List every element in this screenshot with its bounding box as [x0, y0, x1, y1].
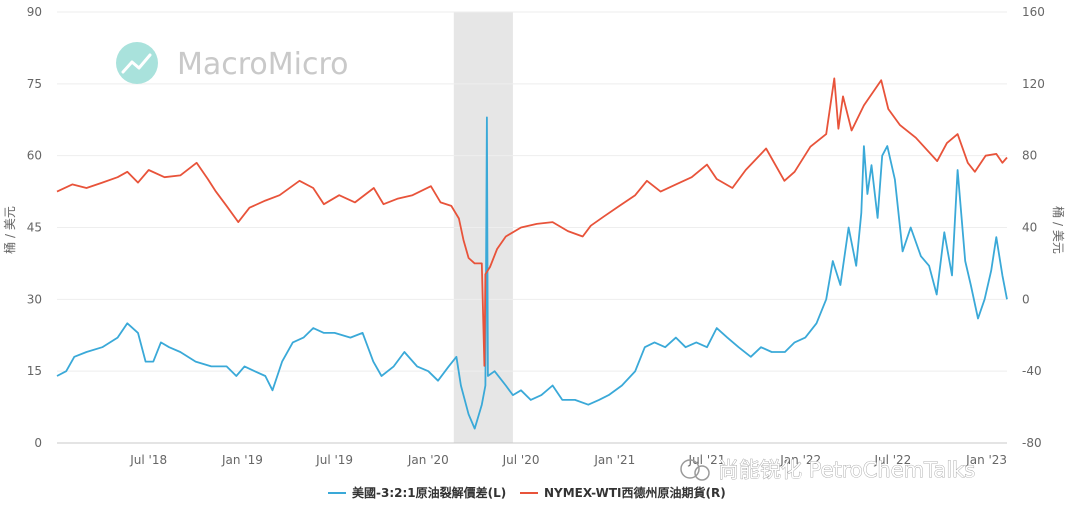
left-tick-label: 60 [27, 149, 42, 163]
left-tick-label: 0 [34, 436, 42, 450]
right-tick-label: 0 [1022, 292, 1030, 306]
x-tick-label: Jul '19 [315, 453, 353, 467]
watermark-brand: MacroMicro [177, 47, 349, 82]
right-axis-title: 桶 / 美元 [1051, 206, 1066, 254]
legend-label[interactable]: NYMEX-WTI西德州原油期貨(R) [544, 485, 726, 500]
right-tick-label: 120 [1022, 77, 1045, 91]
watermark: MacroMicro [116, 42, 349, 84]
x-tick-label: Jul '20 [502, 453, 540, 467]
left-tick-label: 30 [27, 292, 42, 306]
x-tick-label: Jan '19 [221, 453, 263, 467]
x-tick-label: Jul '18 [129, 453, 167, 467]
credit-text: 尚能锐化 PetroChemTalks [718, 458, 975, 482]
right-tick-label: 40 [1022, 221, 1037, 235]
legend: 美國-3:2:1原油裂解價差(L) NYMEX-WTI西德州原油期貨(R) [328, 485, 726, 500]
watermark-trend-icon [121, 53, 152, 74]
x-tick-label: Jan '20 [407, 453, 449, 467]
grid-layer [57, 11, 1007, 444]
legend-label[interactable]: 美國-3:2:1原油裂解價差(L) [352, 485, 506, 500]
x-tick-label: Jul '22 [873, 453, 911, 467]
right-tick-label: 160 [1022, 5, 1045, 19]
x-tick-label: Jan '23 [965, 453, 1007, 467]
x-tick-label: Jan '22 [779, 453, 821, 467]
left-tick-label: 45 [27, 221, 42, 235]
right-tick-label: -40 [1022, 364, 1042, 378]
left-tick-label: 15 [27, 364, 42, 378]
x-tick-label: Jan '21 [593, 453, 635, 467]
series-line-1 [56, 77, 1008, 367]
tick-labels: 0 15 30 45 60 75 90 -80 -40 0 40 80 120 160 Jul '18 Jan… [27, 5, 1045, 467]
watermark-logo-icon [116, 42, 158, 84]
series-line-0 [56, 116, 1008, 430]
left-tick-label: 75 [27, 77, 42, 91]
left-tick-label: 90 [27, 5, 42, 19]
wechat-icon [680, 459, 700, 479]
credit-overlay: 尚能锐化 PetroChemTalks [680, 458, 976, 482]
right-tick-label: 80 [1022, 149, 1037, 163]
right-tick-label: -80 [1022, 436, 1042, 450]
wechat-icon-bubble [694, 465, 710, 481]
left-axis-title: 桶 / 美元 [2, 206, 17, 254]
series-layer [56, 77, 1008, 430]
